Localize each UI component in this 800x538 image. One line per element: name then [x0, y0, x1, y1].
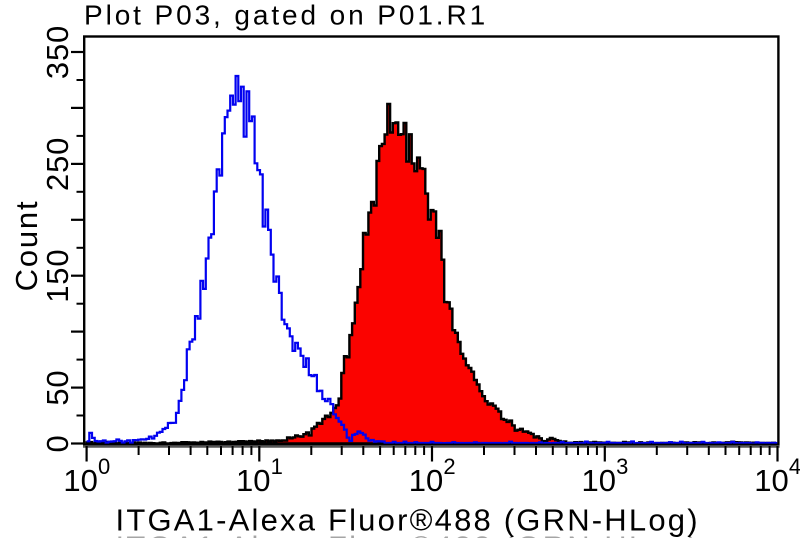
svg-text:1: 1: [271, 454, 283, 479]
svg-text:10: 10: [63, 463, 97, 498]
svg-text:150: 150: [40, 249, 75, 303]
svg-text:0: 0: [40, 434, 75, 452]
svg-text:10: 10: [409, 463, 443, 498]
svg-text:3: 3: [616, 454, 628, 479]
svg-text:250: 250: [40, 137, 75, 191]
svg-text:ITGA1-Alexa Fluor®488 (GRN-HLo: ITGA1-Alexa Fluor®488 (GRN-HLog): [116, 503, 700, 538]
svg-text:350: 350: [40, 25, 75, 79]
svg-text:Count: Count: [9, 200, 44, 292]
svg-text:10: 10: [582, 463, 616, 498]
svg-text:ITGA1-Alexa Fluor®488 (GRN-HLo: ITGA1-Alexa Fluor®488 (GRN-HLog): [116, 530, 700, 538]
svg-text:50: 50: [40, 370, 75, 406]
svg-text:Plot P03, gated on P01.R1: Plot P03, gated on P01.R1: [84, 0, 488, 31]
svg-text:10: 10: [754, 463, 788, 498]
svg-text:4: 4: [789, 454, 800, 479]
svg-text:0: 0: [98, 454, 110, 479]
svg-text:2: 2: [443, 454, 455, 479]
svg-text:10: 10: [236, 463, 270, 498]
